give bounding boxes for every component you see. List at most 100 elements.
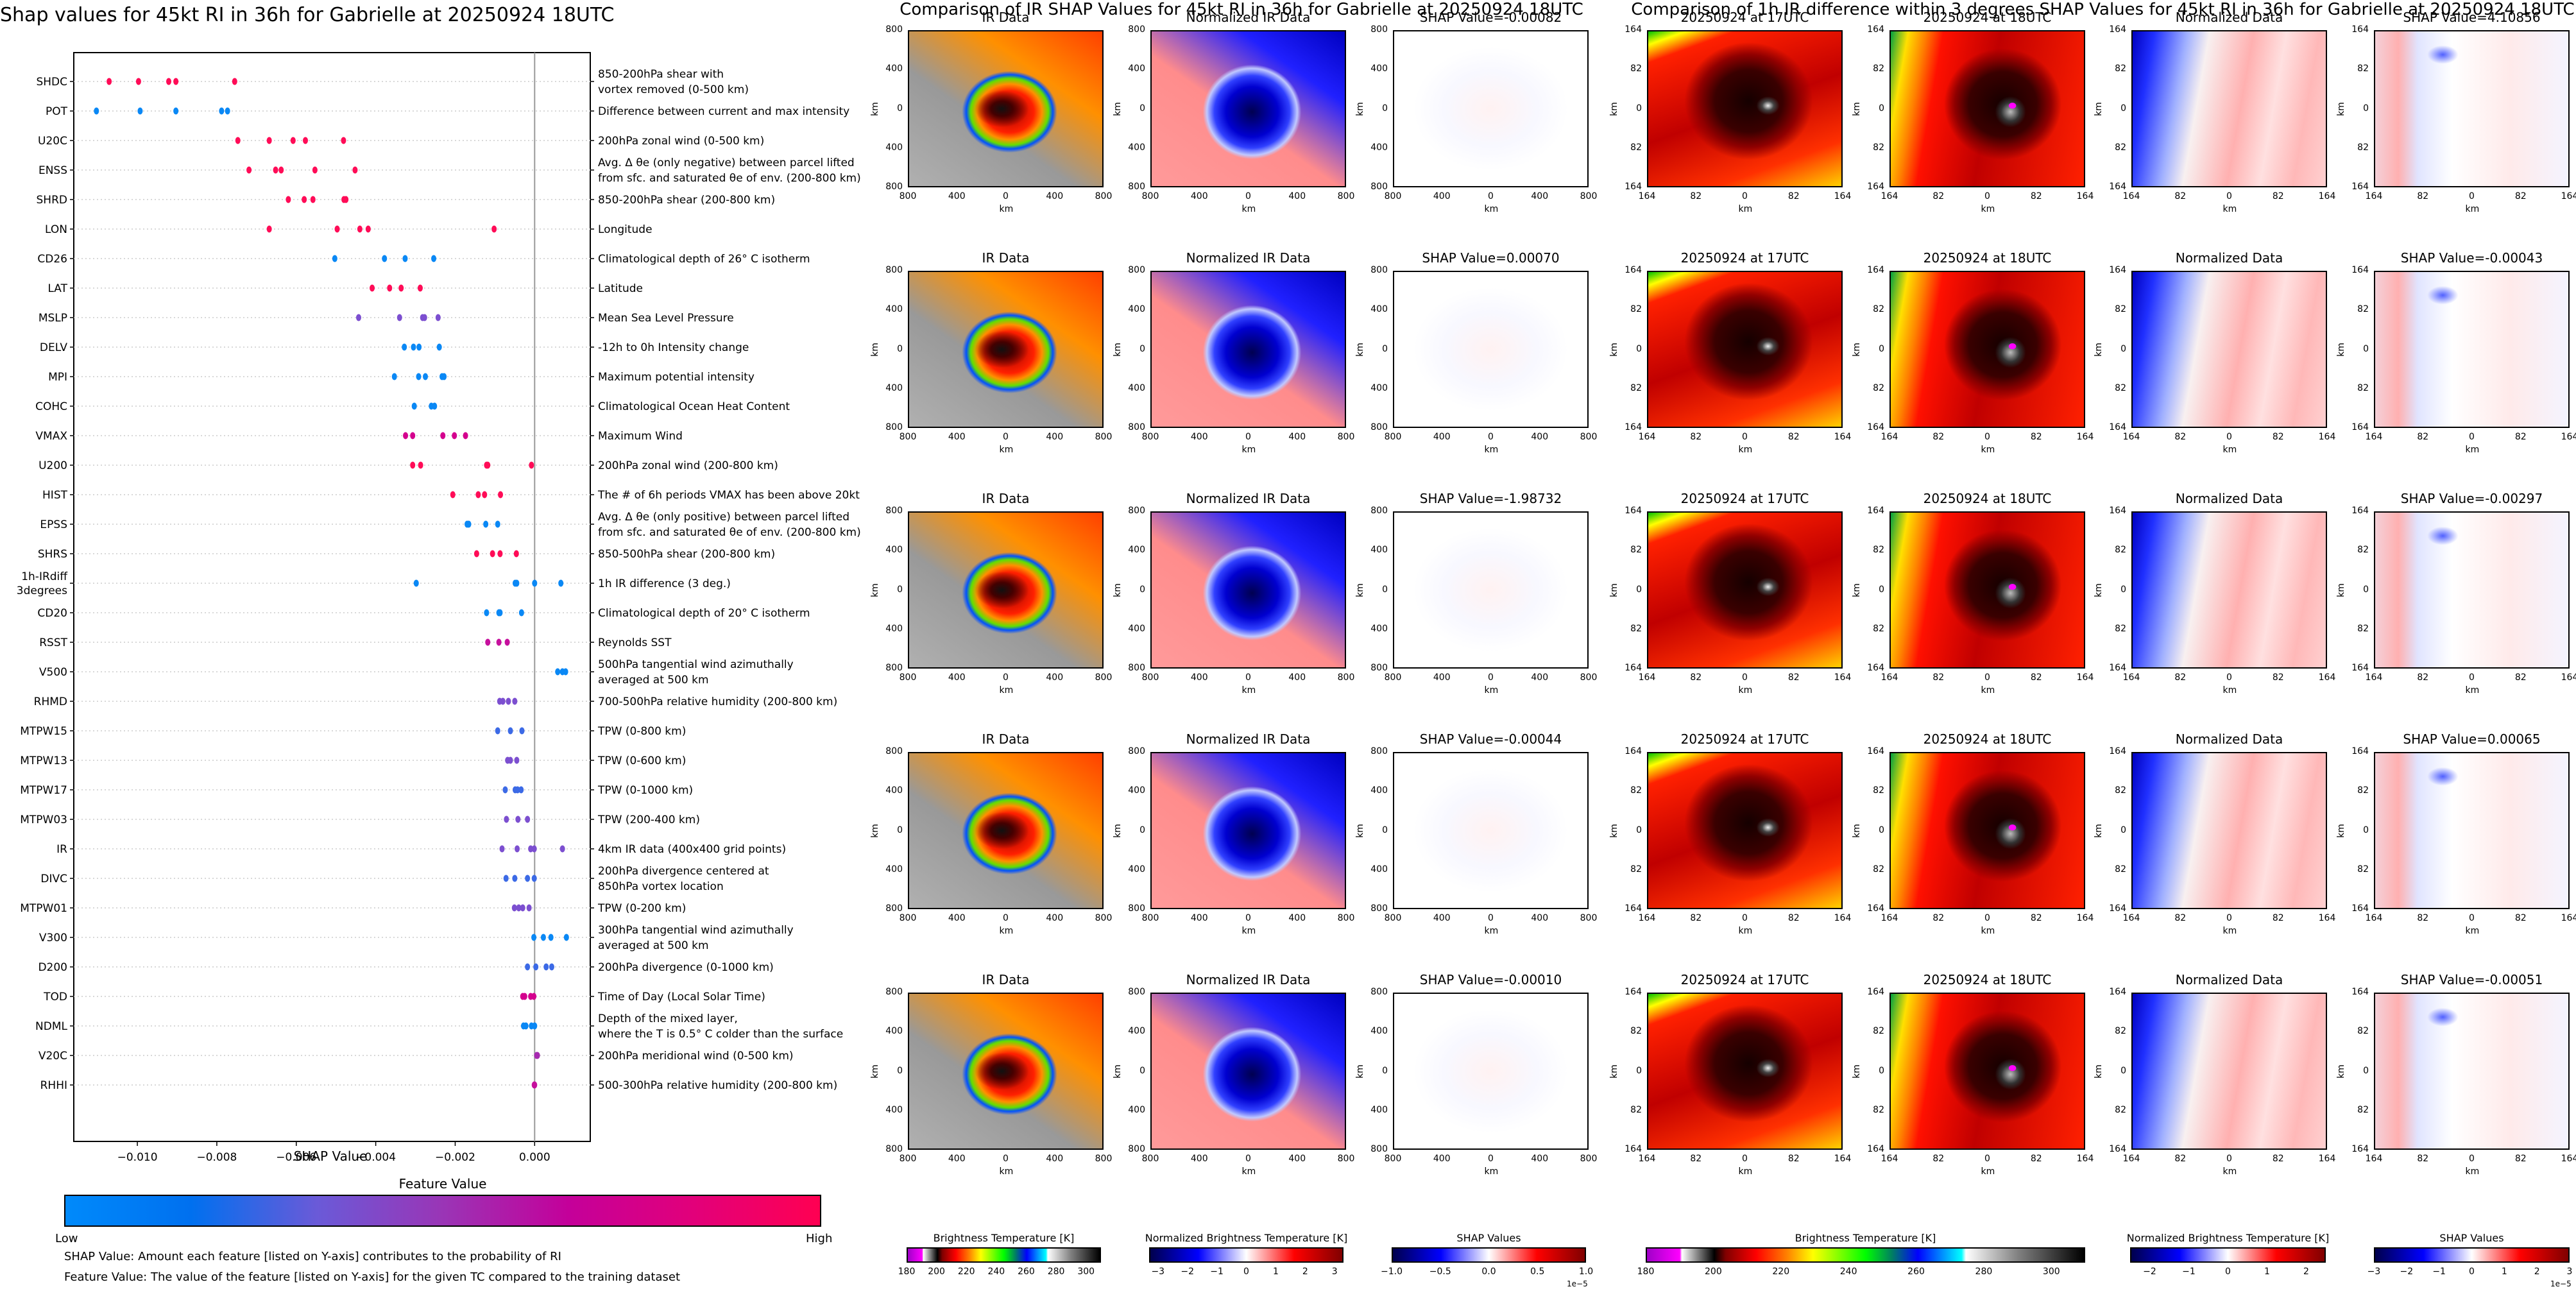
x-tick-label: 0 [1488, 432, 1494, 442]
y-tick-label: 400 [1370, 304, 1388, 315]
shap-point [382, 255, 388, 262]
x-tick-label: 0 [1742, 432, 1748, 442]
y-tick-label: 0 [2120, 1065, 2126, 1076]
x-tick-label: 400 [1433, 672, 1451, 683]
y-tick-label: 82 [1630, 785, 1642, 796]
y-tick-label: 800 [1128, 746, 1145, 756]
y-tick-label: 164 [1867, 182, 1884, 192]
x-tick-label: 164 [2365, 1154, 2383, 1164]
feature-description: Longitude [598, 223, 653, 236]
shap-point [514, 579, 520, 587]
y-tick-label: 400 [885, 545, 903, 556]
shap-point [94, 107, 99, 115]
shap-point [273, 166, 278, 174]
shap-point [370, 284, 375, 292]
x-axis-label: km [1241, 204, 1256, 214]
y-tick-label: 82 [2357, 864, 2369, 875]
x-tick-label: 800 [1141, 432, 1159, 442]
x-tick-label: 400 [1531, 913, 1549, 923]
y-axis-label: km [1851, 823, 1862, 838]
shap-point [495, 520, 500, 528]
x-tick-label: 400 [1531, 432, 1549, 442]
y-tick-label: 82 [1630, 142, 1642, 153]
irdiff-normalized-colorbar [2130, 1247, 2326, 1263]
x-tick-label: 800 [1337, 913, 1355, 923]
y-tick-label: 82 [2115, 382, 2126, 393]
y-tick-label: 800 [885, 663, 903, 673]
feature-description: 200hPa divergence centered at [598, 865, 769, 878]
feature-description: 200hPa zonal wind (200-800 km) [598, 459, 778, 472]
y-tick-label: 0 [2120, 824, 2126, 835]
y-axis-label: km [1112, 823, 1123, 838]
y-axis-label: km [869, 1064, 880, 1079]
y-tick-label: 800 [1370, 663, 1388, 673]
y-tick-label: 0 [897, 584, 903, 595]
feature-label: MTPW15 [20, 725, 67, 738]
x-tick-label: 164 [1834, 672, 1852, 683]
y-tick-label: 82 [2357, 1104, 2369, 1115]
y-axis-label: km [1112, 342, 1123, 357]
x-tick-label: 800 [1141, 913, 1159, 923]
y-tick-label: 400 [1370, 623, 1388, 634]
y-tick-label: 164 [1625, 506, 1642, 516]
x-tick-label: 0 [1245, 432, 1251, 442]
plot-frame [73, 52, 591, 1142]
shap-value-title: SHAP Value=-0.00297 [2400, 491, 2543, 506]
x-tick-label: 400 [1046, 1154, 1064, 1164]
y-tick-label: 0 [1636, 584, 1642, 595]
x-tick-label: 164 [1881, 672, 1898, 683]
y-tick-label: 400 [1128, 545, 1145, 556]
feature-description: 200hPa meridional wind (0-500 km) [598, 1050, 794, 1063]
panel-title: Normalized IR Data [1186, 972, 1311, 987]
x-axis-label: SHAP Value [293, 1148, 368, 1164]
y-tick-label: 400 [885, 1104, 903, 1115]
y-tick-label: 800 [1370, 506, 1388, 516]
y-tick-label: 400 [885, 785, 903, 796]
feature-description: Maximum potential intensity [598, 371, 755, 384]
shap-point [534, 1052, 540, 1059]
x-tick-label: 400 [1531, 191, 1549, 201]
feature-label: RHHI [40, 1079, 67, 1092]
shap-point [450, 491, 456, 499]
y-tick-label: 0 [1636, 1065, 1642, 1076]
x-axis-label: km [2222, 685, 2237, 696]
x-tick-label: 164 [1638, 913, 1656, 923]
feature-label: LON [45, 223, 67, 236]
colorbar-title: Normalized Brightness Temperature [K] [1145, 1232, 1348, 1244]
x-tick-label: 164 [2561, 672, 2576, 683]
shap-point [525, 963, 531, 971]
feature-description: 850hPa vortex location [598, 880, 724, 893]
y-tick-label: 0 [2363, 343, 2369, 354]
y-tick-label: 0 [897, 103, 903, 114]
x-tick-label: 800 [1384, 913, 1402, 923]
shap-point [558, 579, 564, 587]
feature-description: 1h IR difference (3 deg.) [598, 577, 731, 590]
x-tick-label: 164 [2076, 432, 2094, 442]
x-tick-label: 164 [2076, 1154, 2094, 1164]
y-axis-label: km [1851, 342, 1862, 357]
y-axis-label: km [2093, 101, 2104, 116]
shap-point [525, 875, 531, 882]
x-tick-label: 164 [2122, 913, 2140, 923]
shap-point [475, 491, 481, 499]
y-tick-label: 82 [1873, 545, 1884, 556]
y-tick-label: 164 [2109, 1144, 2126, 1154]
y-tick-label: 800 [1370, 422, 1388, 432]
x-axis-label: km [1738, 685, 1753, 696]
y-tick-label: 164 [2351, 663, 2369, 673]
panel-title: Normalized Data [2175, 731, 2283, 747]
x-axis-label: km [2222, 1166, 2237, 1177]
panel-title: 20250924 at 17UTC [1680, 10, 1809, 25]
colorbar-tick-label: 0.0 [1481, 1267, 1496, 1277]
x-tick-label: 82 [1932, 1154, 1945, 1164]
y-axis-label: km [1608, 101, 1619, 116]
ir-18utc-image [1889, 30, 2085, 187]
feature-label: HIST [42, 489, 68, 502]
ir-shap-image [1393, 993, 1589, 1150]
y-tick-label: 164 [1867, 422, 1884, 432]
shap-point [520, 904, 525, 912]
y-tick-label: 0 [1382, 824, 1388, 835]
shap-point [496, 638, 502, 646]
feature-description: 4km IR data (400x400 grid points) [598, 843, 786, 856]
shap-point [302, 196, 307, 203]
